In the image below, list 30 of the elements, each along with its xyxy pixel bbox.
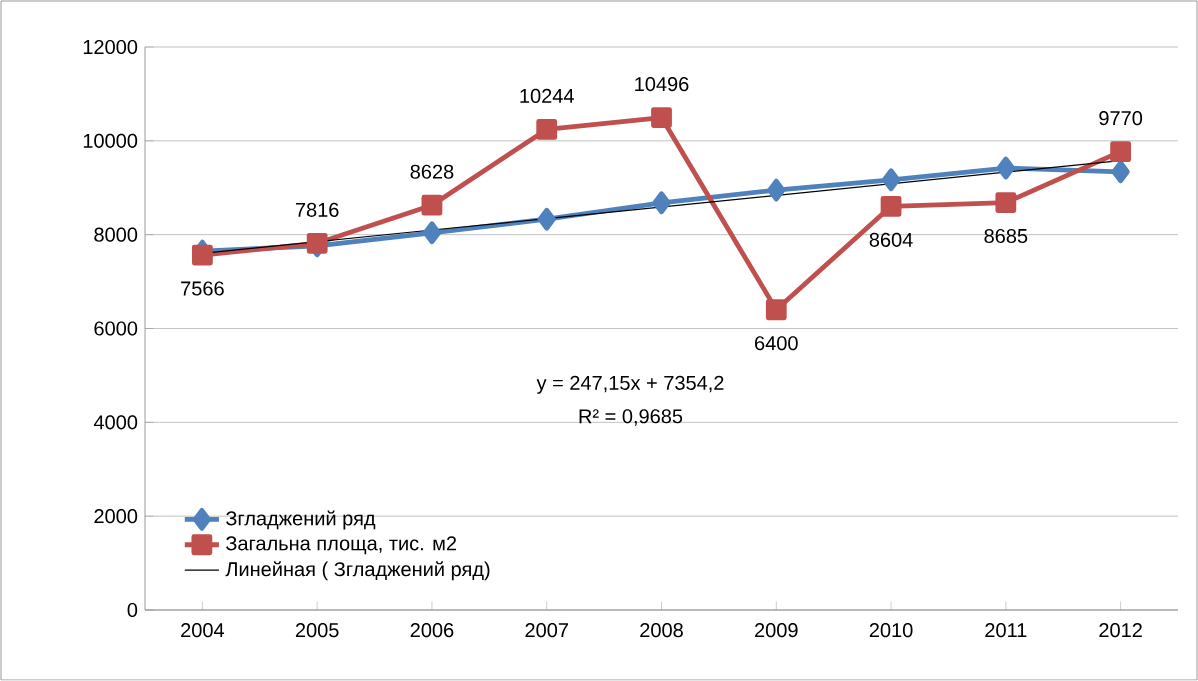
y-tick-label: 0 <box>127 602 138 618</box>
data-label: 7566 <box>181 281 224 296</box>
legend-label: Линейная ( Згладжений ряд) <box>225 561 490 581</box>
data-label: 9770 <box>1099 111 1143 126</box>
x-tick-label: 2007 <box>525 623 568 638</box>
data-label: 8628 <box>410 164 454 179</box>
x-tick-label: 2012 <box>1099 623 1142 638</box>
data-label: 7816 <box>295 202 339 217</box>
y-tick-label: 8000 <box>94 227 138 242</box>
x-tick-label: 2009 <box>755 623 798 638</box>
legend-label: Загальна площа, тис. м2 <box>226 536 457 555</box>
annotation: y = 247,15x + 7354,2 <box>536 375 724 394</box>
x-tick-label: 2008 <box>640 623 683 638</box>
data-label: 8685 <box>984 228 1028 244</box>
y-tick-label: 2000 <box>94 509 138 524</box>
legend-label: Згладжений ряд <box>226 510 376 530</box>
data-label: 10244 <box>520 88 574 103</box>
data-label: 10496 <box>635 77 689 92</box>
x-tick-label: 2004 <box>181 623 225 638</box>
x-tick-label: 2006 <box>410 623 454 638</box>
x-tick-label: 2010 <box>869 623 913 638</box>
annotation: R² = 0,9685 <box>579 409 683 426</box>
y-tick-label: 6000 <box>94 321 138 336</box>
y-tick-label: 12000 <box>83 39 138 55</box>
data-label: 6400 <box>755 336 798 351</box>
x-tick-label: 2011 <box>985 623 1027 638</box>
y-tick-label: 4000 <box>93 415 138 430</box>
y-tick-label: 10000 <box>83 133 138 148</box>
data-label: 8604 <box>869 232 913 247</box>
x-tick-label: 2005 <box>295 623 339 638</box>
